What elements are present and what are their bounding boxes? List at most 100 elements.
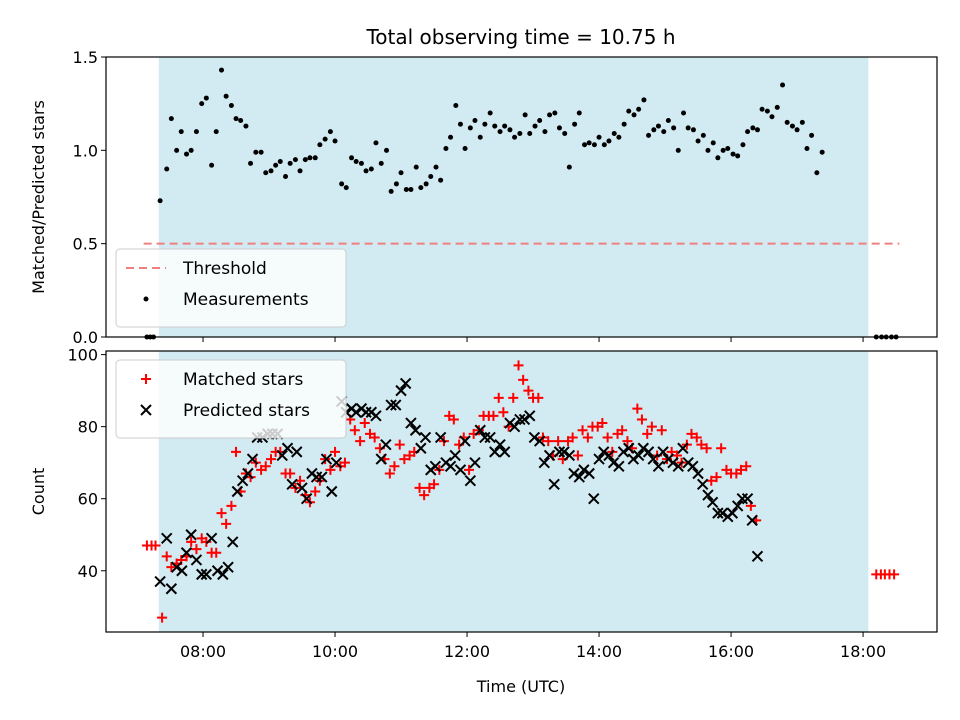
measurement-point — [273, 162, 279, 168]
measurement-point — [457, 121, 463, 127]
measurement-point — [754, 127, 760, 133]
legend: Threshold Measurements — [115, 248, 347, 328]
measurement-point — [725, 145, 731, 151]
predicted-point — [459, 435, 471, 447]
matched-point — [414, 482, 425, 493]
predicted-point — [454, 464, 467, 476]
series-0 — [144, 67, 899, 340]
measurement-point — [591, 142, 597, 148]
matched-point — [488, 410, 499, 421]
predicted-point — [627, 453, 640, 465]
matched-point — [285, 468, 296, 479]
matched-point — [359, 418, 370, 429]
measurement-point — [178, 129, 184, 135]
predicted-point — [350, 406, 362, 418]
predicted-point — [494, 438, 506, 451]
measurement-point — [349, 155, 355, 161]
measurement-point — [433, 164, 439, 170]
measurement-point — [203, 95, 209, 101]
predicted-point — [165, 583, 178, 595]
matched-point — [543, 436, 554, 447]
matched-point — [429, 479, 440, 490]
matched-point — [701, 443, 712, 454]
measurement-point — [428, 173, 434, 179]
predicted-point — [242, 467, 254, 480]
predicted-point — [706, 496, 719, 509]
measurement-point — [646, 132, 652, 138]
measurement-point — [263, 170, 269, 176]
predicted-point — [672, 460, 684, 472]
measurement-point — [616, 134, 622, 140]
measurement-point — [393, 181, 399, 187]
series-1 — [154, 377, 764, 595]
measurement-point — [665, 117, 671, 123]
measurement-point — [209, 162, 215, 168]
y-tick-label: 1.5 — [73, 48, 98, 67]
measurement-point — [720, 147, 726, 153]
measurement-point — [302, 157, 308, 163]
predicted-point — [281, 442, 294, 454]
matched-point — [567, 432, 578, 443]
matched-point — [646, 421, 657, 432]
predicted-point — [563, 449, 576, 462]
x-tick-label: 08:00 — [180, 642, 226, 661]
measurement-point — [339, 181, 345, 187]
predicted-point — [185, 529, 197, 541]
matched-point — [686, 428, 697, 439]
matched-point — [464, 464, 475, 475]
predicted-point — [205, 532, 218, 545]
measurement-point — [606, 138, 612, 144]
predicted-point — [578, 464, 590, 476]
matched-point — [201, 536, 212, 547]
measurement-point — [700, 132, 706, 138]
measurement-point — [317, 142, 323, 148]
measurement-point — [552, 110, 558, 116]
measurement-point — [448, 134, 454, 140]
x-tick-label: 14:00 — [576, 642, 622, 661]
predicted-point — [217, 568, 229, 581]
matched-point — [533, 392, 544, 403]
y-tick-label: 1.0 — [73, 141, 98, 160]
matched-point — [617, 425, 628, 436]
matched-point — [369, 432, 380, 443]
measurement-point — [759, 106, 765, 112]
matched-point — [330, 446, 341, 457]
predicted-point — [553, 446, 566, 458]
measurement-point — [228, 103, 234, 109]
predicted-point — [385, 399, 397, 411]
predicted-point — [712, 507, 724, 519]
matched-point — [508, 392, 519, 403]
predicted-point — [637, 442, 649, 454]
measurement-point — [799, 119, 805, 125]
measurement-point — [497, 129, 503, 135]
predicted-point — [692, 467, 704, 480]
legend-matched-swatch — [141, 374, 151, 384]
measurement-point — [527, 131, 533, 137]
matched-point — [636, 414, 647, 425]
measurement-point — [398, 170, 404, 176]
measurement-point — [661, 129, 667, 135]
matched-point — [161, 551, 172, 562]
matched-point — [211, 547, 222, 558]
measurement-point — [199, 101, 205, 107]
measurement-point — [238, 117, 244, 123]
measurement-point — [576, 110, 582, 116]
matched-point — [186, 536, 197, 547]
measurement-point — [715, 155, 721, 161]
predicted-point — [380, 438, 392, 451]
measurement-point — [774, 104, 780, 110]
legend: Matched stars Predicted stars — [115, 359, 347, 439]
axes-frame — [105, 56, 938, 338]
predicted-point — [518, 413, 531, 426]
measurement-point — [213, 129, 219, 135]
predicted-point — [395, 384, 407, 397]
matched-point — [716, 443, 727, 454]
predicted-point — [731, 500, 744, 512]
measurement-point — [472, 117, 478, 123]
measurement-point — [789, 123, 795, 129]
y-tick-label: 40 — [78, 562, 98, 581]
measurement-point — [651, 127, 657, 133]
predicted-point — [419, 431, 432, 444]
predicted-point — [180, 547, 193, 559]
